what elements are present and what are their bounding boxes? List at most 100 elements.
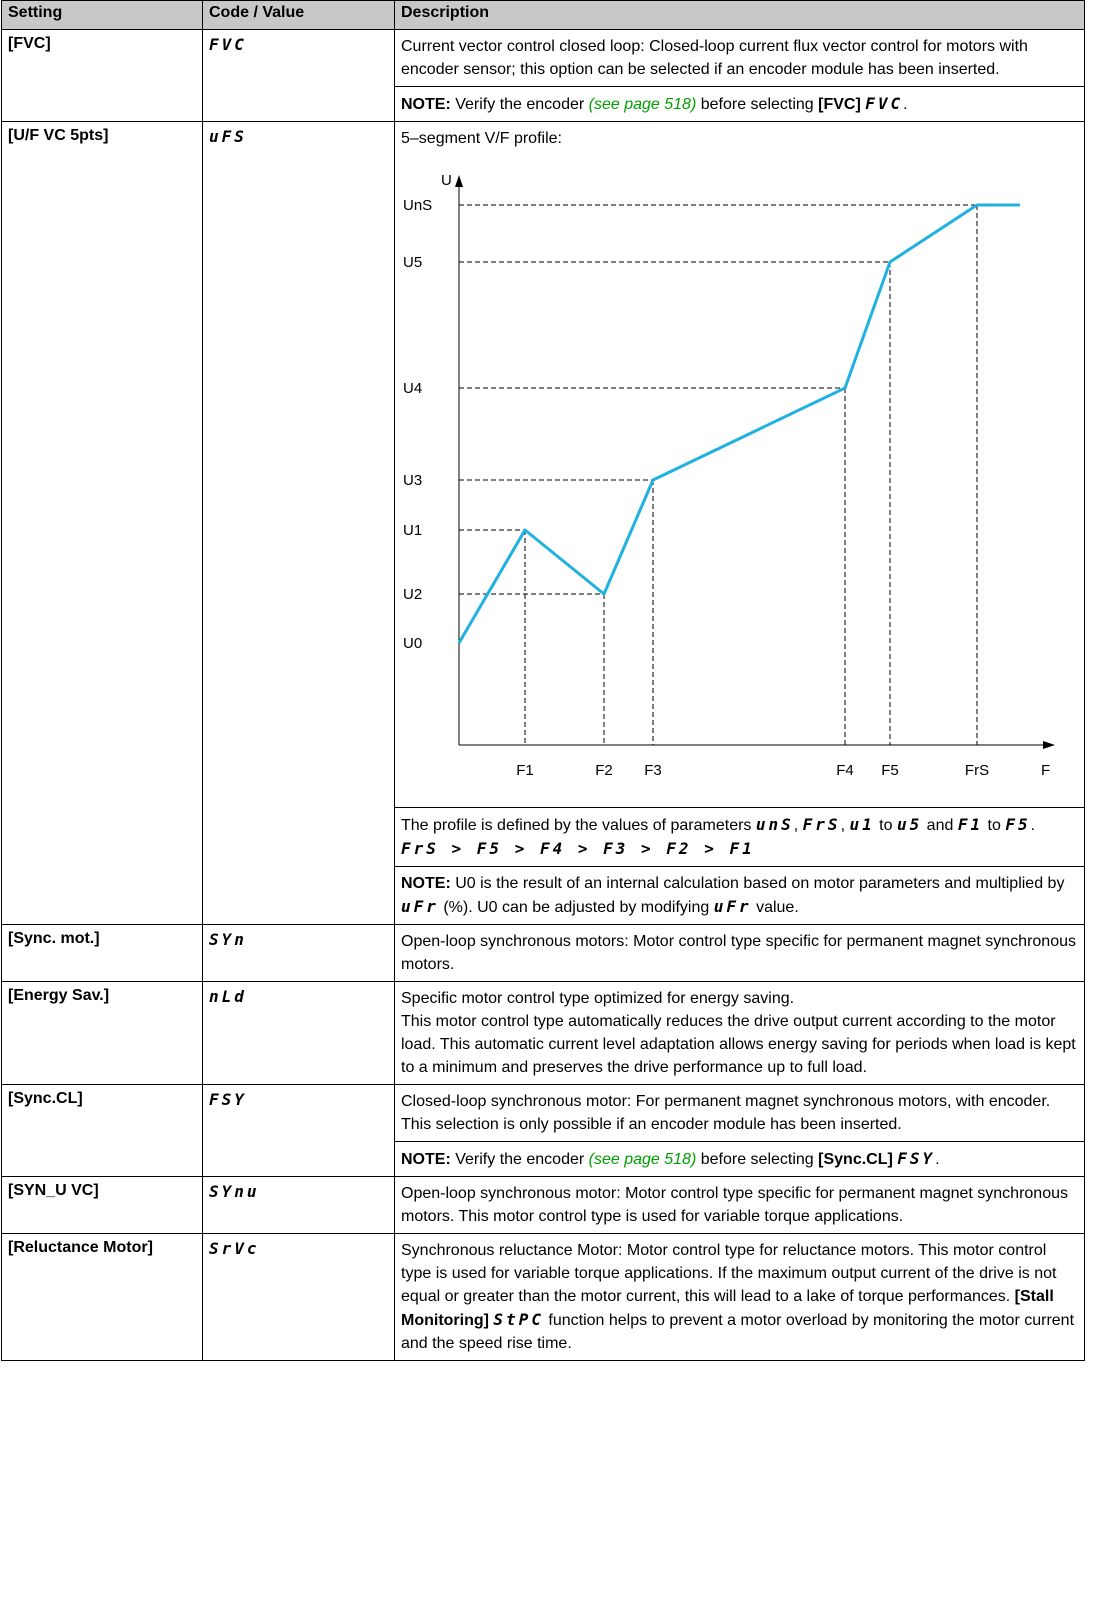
text: 5–segment V/F profile: xyxy=(401,130,562,147)
page-link: (see page 518) xyxy=(588,1151,697,1168)
text: , xyxy=(840,817,850,834)
x-label: F2 xyxy=(595,762,613,779)
bold-text: [FVC] xyxy=(818,96,861,113)
x-label: FrS xyxy=(965,762,989,779)
code-value: SYn xyxy=(209,930,247,949)
code-text: FSY xyxy=(897,1149,936,1168)
code-cell: SYnu xyxy=(202,1176,395,1234)
code-cell: nLd xyxy=(202,981,395,1085)
text: and xyxy=(922,817,958,834)
setting-cell: [SYN_U VC] xyxy=(1,1176,203,1234)
header-cell: Description xyxy=(394,0,1085,30)
description-block: Specific motor control type optimized fo… xyxy=(395,982,1084,1084)
table-row: [Energy Sav.] nLd Specific motor control t… xyxy=(1,981,1085,1085)
table-row: [FVC] FVC Current vector control closed lo… xyxy=(1,29,1085,122)
description-cell: Closed-loop synchronous motor: For perma… xyxy=(394,1084,1085,1177)
bold-text: [Stall Monitoring] xyxy=(401,1288,1054,1329)
text: Verify the encoder xyxy=(450,96,589,113)
bold-text: NOTE: xyxy=(401,875,451,892)
code-value: uFS xyxy=(209,127,247,146)
code-text: FVC xyxy=(865,94,904,113)
table-row: [Reluctance Motor] SrVc Synchronous reluct… xyxy=(1,1233,1085,1361)
description-block: NOTE: Verify the encoder (see page 518) … xyxy=(395,1141,1084,1176)
paragraph: Open-loop synchronous motor: Motor contr… xyxy=(401,1182,1078,1228)
text: , xyxy=(793,817,803,834)
x-label: F1 xyxy=(516,762,534,779)
y-label: U0 xyxy=(403,635,422,652)
settings-table: Setting Code / Value Description [FVC] FV… xyxy=(1,0,1085,1361)
code-text: uFr xyxy=(401,897,439,916)
text: . xyxy=(903,96,908,113)
vf-curve xyxy=(457,203,1020,644)
paragraph: The profile is defined by the values of … xyxy=(401,813,1078,837)
table-row: [Sync. mot.] SYn Open-loop synchronous mot… xyxy=(1,924,1085,982)
code-text: unS xyxy=(755,815,794,834)
table-row: [U/F VC 5pts] uFS 5–segment V/F profile: U F… xyxy=(1,121,1085,925)
description-block: Open-loop synchronous motors: Motor cont… xyxy=(395,925,1084,981)
code-value: FVC xyxy=(209,35,247,54)
x-axis-label: F xyxy=(1041,762,1050,779)
code-text: FrS > F5 > F4 > F3 > F2 > F1 xyxy=(401,839,755,858)
code-text: u5 xyxy=(896,815,923,834)
description-cell: Open-loop synchronous motor: Motor contr… xyxy=(394,1176,1085,1234)
x-label: F4 xyxy=(836,762,854,779)
code-cell: SrVc xyxy=(202,1233,395,1361)
text: Current vector control closed loop: Clos… xyxy=(401,38,1028,78)
header-row: Setting Code / Value Description xyxy=(1,0,1085,30)
header-cell: Code / Value xyxy=(202,0,395,30)
table-row: [Sync.CL] FSY Closed-loop synchronous moto… xyxy=(1,1084,1085,1177)
code-value: nLd xyxy=(209,987,247,1006)
description-cell: Synchronous reluctance Motor: Motor cont… xyxy=(394,1233,1085,1361)
code-text: uFr xyxy=(713,897,752,916)
description-cell: Current vector control closed loop: Clos… xyxy=(394,29,1085,122)
code-text: F5 xyxy=(1005,815,1031,834)
paragraph: This motor control type automatically re… xyxy=(401,1010,1078,1079)
code-text: StPC xyxy=(493,1310,544,1329)
code-text: u1 xyxy=(849,815,875,834)
code-text: F1 xyxy=(957,815,984,834)
x-label: F3 xyxy=(644,762,662,779)
header-cell: Setting xyxy=(1,0,203,30)
setting-cell: [Sync. mot.] xyxy=(1,924,203,982)
description-cell: Specific motor control type optimized fo… xyxy=(394,981,1085,1085)
description-block: 5–segment V/F profile: xyxy=(395,122,1084,150)
code-value: SrVc xyxy=(209,1239,260,1258)
text: before selecting xyxy=(696,1151,819,1168)
page-link: (see page 518) xyxy=(588,96,697,113)
y-label: U3 xyxy=(403,472,422,489)
y-label: UnS xyxy=(403,197,432,214)
y-label: U1 xyxy=(403,522,422,539)
code-cell: SYn xyxy=(202,924,395,982)
y-axis-label: U xyxy=(441,172,452,189)
setting-cell: [FVC] xyxy=(1,29,203,122)
vf-diagram: U F UnS U5 U4 U3 U1 U2 U0 F1 F2 F3 F4 F5 FrS xyxy=(403,172,1055,779)
y-label: U4 xyxy=(403,380,422,397)
paragraph: Closed-loop synchronous motor: For perma… xyxy=(401,1090,1078,1136)
y-label: U2 xyxy=(403,586,422,603)
text: Open-loop synchronous motor: Motor contr… xyxy=(401,1185,1068,1225)
text: This motor control type automatically re… xyxy=(401,1013,1076,1076)
setting-cell: [U/F VC 5pts] xyxy=(1,121,203,925)
description-block: NOTE: U0 is the result of an internal ca… xyxy=(395,866,1084,924)
text: value. xyxy=(751,899,799,916)
paragraph: Open-loop synchronous motors: Motor cont… xyxy=(401,930,1078,976)
code-cell: FVC xyxy=(202,29,395,122)
code-value: SYnu xyxy=(209,1182,260,1201)
description-block: Synchronous reluctance Motor: Motor cont… xyxy=(395,1234,1084,1360)
text: function helps to prevent a motor overlo… xyxy=(401,1312,1075,1352)
text: Verify the encoder xyxy=(450,1151,589,1168)
paragraph: NOTE: Verify the encoder (see page 518) … xyxy=(401,92,1078,116)
bold-text: NOTE: xyxy=(401,1151,451,1168)
text: . xyxy=(935,1151,940,1168)
text: to xyxy=(874,817,897,834)
text: Synchronous reluctance Motor: Motor cont… xyxy=(401,1242,1057,1305)
paragraph: 5–segment V/F profile: xyxy=(401,127,1078,150)
text: to xyxy=(983,817,1006,834)
description-block: Open-loop synchronous motor: Motor contr… xyxy=(395,1177,1084,1233)
text: before selecting xyxy=(696,96,819,113)
paragraph: NOTE: U0 is the result of an internal ca… xyxy=(401,872,1078,919)
description-block: U F UnS U5 U4 U3 U1 U2 U0 F1 F2 F3 F4 F5 FrS xyxy=(395,150,1084,807)
description-block: Current vector control closed loop: Clos… xyxy=(395,30,1084,86)
x-arrow xyxy=(1043,741,1055,749)
